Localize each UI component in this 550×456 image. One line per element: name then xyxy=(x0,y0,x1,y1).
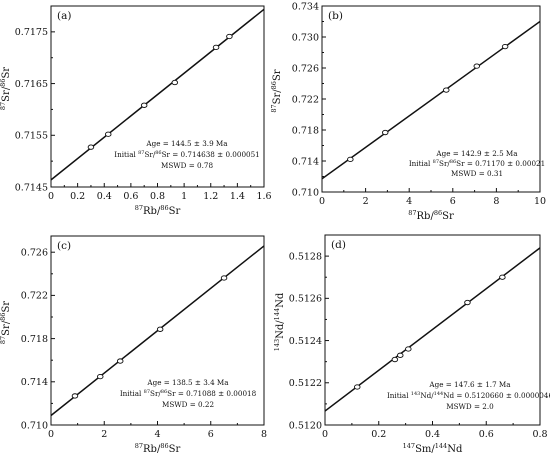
data-point xyxy=(97,373,104,380)
data-point xyxy=(226,33,233,40)
y-tick-label: 0.730 xyxy=(292,32,319,43)
y-tick-label: 0.7175 xyxy=(15,27,48,38)
y-tick-label: 0.714 xyxy=(21,377,48,388)
panel-c: 0 2 4 6 8 0.710 0.714 0.718 0.722 0.726 (c) Age = 1… xyxy=(0,235,267,455)
panel-label: (a) xyxy=(57,10,71,22)
panel-label: (c) xyxy=(57,240,71,252)
data-point xyxy=(499,274,506,280)
data-point xyxy=(156,326,164,332)
data-point xyxy=(87,144,95,150)
x-tick-label: 1.6 xyxy=(256,191,271,202)
x-tick-label: 4 xyxy=(406,196,412,207)
x-tick-label: 0.6 xyxy=(123,191,138,202)
y-tick-label: 0.718 xyxy=(21,334,48,345)
panel-label: (d) xyxy=(331,239,346,251)
x-tick-label: 0.2 xyxy=(70,191,85,202)
y-tick-label: 0.734 xyxy=(292,1,319,12)
x-axis-label: 147Sm/144Nd xyxy=(403,442,463,455)
y-tick-label: 0.710 xyxy=(21,420,48,431)
y-tick-label: 0.5124 xyxy=(289,336,322,347)
data-point xyxy=(116,358,124,364)
x-tick-label: 0 xyxy=(48,191,54,202)
data-point xyxy=(171,79,179,86)
x-tick-label: 0.4 xyxy=(425,429,440,440)
x-tick-label: 0.2 xyxy=(371,429,386,440)
data-point xyxy=(71,393,79,399)
x-axis-label: 87Rb/86Sr xyxy=(135,204,181,217)
data-point xyxy=(501,43,509,50)
panel-b: 0 2 4 6 8 10 0.710 0.714 0.718 0.722 0.726 0.730 0.7… xyxy=(270,1,546,222)
data-point xyxy=(347,156,354,163)
data-point xyxy=(443,87,450,93)
x-tick-label: 2 xyxy=(101,429,107,440)
data-point xyxy=(473,63,481,69)
x-tick-label: 0 xyxy=(48,429,54,440)
data-point xyxy=(220,275,228,281)
y-tick-label: 0.5120 xyxy=(289,420,322,431)
y-tick-label: 0.710 xyxy=(292,187,319,198)
y-tick-label: 0.5122 xyxy=(289,378,322,389)
data-point xyxy=(397,352,404,358)
annotation-line: MSWD = 2.0 xyxy=(446,402,494,411)
panel-a: 0 0.2 0.4 0.6 0.8 1 1.2 1.4 1.6 0.7145 0.7155 0.716… xyxy=(0,5,272,217)
plot-frame xyxy=(50,5,265,188)
data-point xyxy=(381,129,389,136)
x-tick-label: 0 xyxy=(319,196,325,207)
data-point xyxy=(405,346,412,352)
y-tick-label: 0.726 xyxy=(292,63,319,74)
y-tick-label: 0.726 xyxy=(21,248,48,259)
y-tick-label: 0.5128 xyxy=(289,251,322,262)
data-point xyxy=(354,384,361,390)
x-axis-label: 87Rb/86Sr xyxy=(135,442,181,455)
y-axis-label: 87Sr/86Sr xyxy=(0,301,12,344)
annotation-line: Age = 144.5 ± 3.9 Ma xyxy=(145,139,228,148)
annotation-line: Initial 87Sr/86Sr = 0.714638 ± 0.000051 xyxy=(114,150,260,159)
annotation-line: Initial 143Nd/144Nd = 0.5120660 ± 0.0000… xyxy=(387,391,550,400)
x-tick-label: 1 xyxy=(181,191,187,202)
x-tick-label: 4 xyxy=(154,429,160,440)
y-tick-label: 0.7155 xyxy=(15,131,48,142)
x-tick-label: 0 xyxy=(322,429,328,440)
annotation-line: Age = 138.5 ± 3.4 Ma xyxy=(146,378,229,387)
data-point xyxy=(140,102,148,108)
x-tick-label: 0.8 xyxy=(532,429,547,440)
data-point xyxy=(391,356,399,363)
x-tick-label: 1.2 xyxy=(203,191,218,202)
x-tick-label: 6 xyxy=(208,429,214,440)
annotation-line: Age = 147.6 ± 1.7 Ma xyxy=(428,380,511,389)
annotation-line: Initial 87Sr/86Sr = 0.71088 ± 0.00018 xyxy=(120,389,257,398)
x-tick-label: 0.8 xyxy=(150,191,165,202)
x-tick-label: 8 xyxy=(261,429,267,440)
x-tick-label: 0.4 xyxy=(97,191,112,202)
y-axis-label: 87Sr/86Sr xyxy=(270,69,283,112)
x-axis-label: 87Rb/86Sr xyxy=(408,209,454,222)
x-tick-label: 2 xyxy=(363,196,369,207)
data-point xyxy=(212,44,220,51)
y-axis-label: 87Sr/86Sr xyxy=(0,67,12,110)
annotation-line: Age = 142.9 ± 2.5 Ma xyxy=(435,149,518,158)
x-tick-label: 0.6 xyxy=(479,429,494,440)
x-tick-label: 8 xyxy=(493,196,499,207)
annotation-line: MSWD = 0.78 xyxy=(161,161,213,170)
y-tick-label: 0.5126 xyxy=(289,294,322,305)
y-axis-label: 143Nd/144Nd xyxy=(273,292,286,351)
panel-d: 0 0.2 0.4 0.6 0.8 0.5120 0.5122 0.5124 0.5126 0.5… xyxy=(273,234,550,455)
x-tick-label: 10 xyxy=(534,196,546,207)
annotation-line: MSWD = 0.31 xyxy=(451,169,503,178)
panel-label: (b) xyxy=(328,10,343,22)
data-point xyxy=(464,299,471,306)
annotation-line: Initial 87Sr/86Sr = 0.71170 ± 0.00021 xyxy=(409,159,545,168)
x-tick-label: 1.4 xyxy=(230,191,245,202)
y-tick-label: 0.722 xyxy=(21,291,48,302)
data-point xyxy=(104,131,112,137)
annotation-line: MSWD = 0.22 xyxy=(162,400,214,409)
x-tick-label: 6 xyxy=(450,196,456,207)
y-tick-label: 0.714 xyxy=(292,156,319,167)
y-tick-label: 0.722 xyxy=(292,94,319,105)
y-tick-label: 0.7145 xyxy=(15,182,48,193)
y-tick-label: 0.718 xyxy=(292,125,319,136)
y-tick-label: 0.7165 xyxy=(15,79,48,90)
